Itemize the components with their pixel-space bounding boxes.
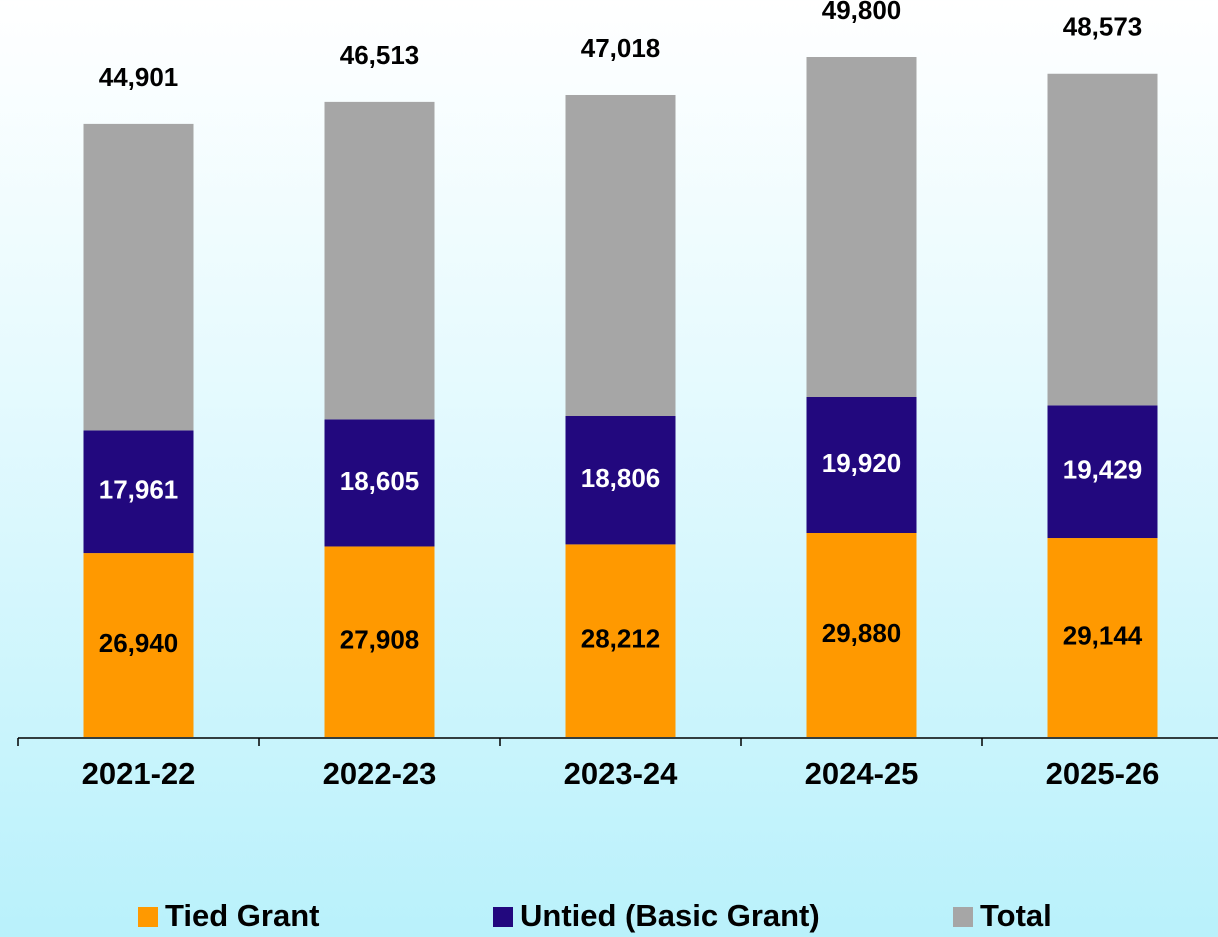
bar-segment bbox=[1047, 405, 1158, 539]
x-tick-label: 2024-25 bbox=[805, 756, 919, 791]
data-label: 17,961 bbox=[99, 475, 179, 505]
bar-segment bbox=[83, 123, 194, 431]
data-label: 18,806 bbox=[581, 463, 661, 493]
bar-segment bbox=[1047, 73, 1158, 406]
legend-label: Tied Grant bbox=[165, 898, 319, 933]
data-label: 49,800 bbox=[822, 0, 902, 25]
legend-swatch bbox=[493, 907, 513, 927]
bar-segment bbox=[83, 430, 194, 554]
data-label: 29,880 bbox=[822, 618, 902, 648]
bar-segment bbox=[324, 101, 435, 420]
bar-segment bbox=[565, 544, 676, 737]
bar-segment bbox=[806, 57, 917, 397]
bar-segment bbox=[565, 415, 676, 545]
data-label: 19,920 bbox=[822, 448, 902, 478]
legend-label: Total bbox=[980, 898, 1052, 933]
bar-segment bbox=[324, 546, 435, 737]
bar-segment bbox=[1047, 538, 1158, 737]
bar-segment bbox=[324, 419, 435, 547]
x-tick-label: 2025-26 bbox=[1046, 756, 1160, 791]
data-label: 18,605 bbox=[340, 466, 420, 496]
bar-segment bbox=[806, 397, 917, 533]
data-label: 26,940 bbox=[99, 628, 179, 658]
legend-swatch bbox=[138, 907, 158, 927]
data-label: 48,573 bbox=[1063, 12, 1143, 42]
data-label: 28,212 bbox=[581, 624, 661, 654]
bar-segment bbox=[565, 94, 676, 416]
data-label: 19,429 bbox=[1063, 455, 1143, 485]
x-tick-label: 2021-22 bbox=[82, 756, 196, 791]
data-label: 44,901 bbox=[99, 62, 179, 92]
bar-segment bbox=[83, 553, 194, 737]
data-label: 27,908 bbox=[340, 625, 420, 655]
legend-swatch bbox=[953, 907, 973, 927]
x-tick-label: 2022-23 bbox=[323, 756, 437, 791]
x-tick-label: 2023-24 bbox=[564, 756, 679, 791]
data-label: 46,513 bbox=[340, 40, 420, 70]
bar-segment bbox=[806, 533, 917, 737]
legend-label: Untied (Basic Grant) bbox=[520, 898, 820, 933]
data-label: 29,144 bbox=[1063, 620, 1143, 650]
data-label: 47,018 bbox=[581, 33, 661, 63]
